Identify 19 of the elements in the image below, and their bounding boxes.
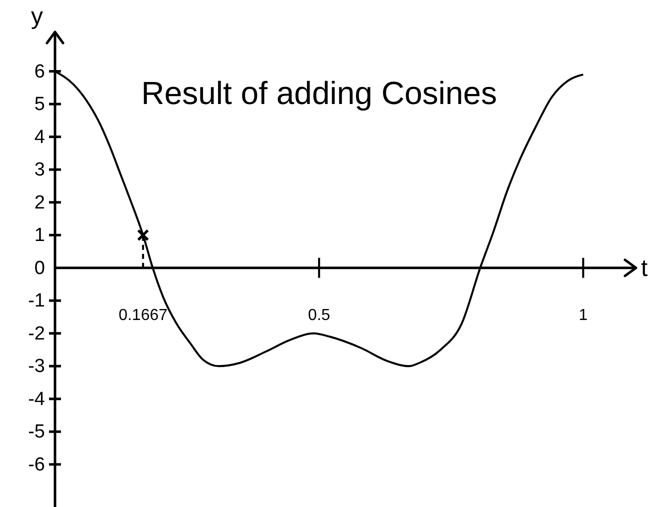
text: Result of adding Cosines (141, 75, 497, 111)
y-tick-label: 0 (34, 258, 45, 279)
x-axis-title: t (641, 254, 648, 282)
y-tick-label: -1 (28, 290, 45, 312)
x-tick-label: 1 (578, 306, 588, 324)
y-tick-label: 1 (34, 225, 45, 246)
y-tick-label: -6 (28, 454, 45, 476)
y-tick-label: 6 (34, 61, 45, 82)
y-axis-title: y (31, 3, 43, 30)
y-tick-label: 4 (34, 126, 46, 148)
y-tick-label: 3 (34, 160, 45, 181)
x-tick-label: 0.5 (308, 306, 330, 324)
y-tick-label: 2 (34, 192, 45, 214)
y-tick-label: -5 (28, 422, 45, 443)
y-tick-label: -2 (28, 323, 45, 344)
y-tick-label: -3 (28, 356, 45, 378)
y-tick-label: 5 (34, 94, 45, 116)
x-tick-label: 0.1667 (118, 306, 168, 324)
y-tick-label: -4 (28, 388, 46, 410)
